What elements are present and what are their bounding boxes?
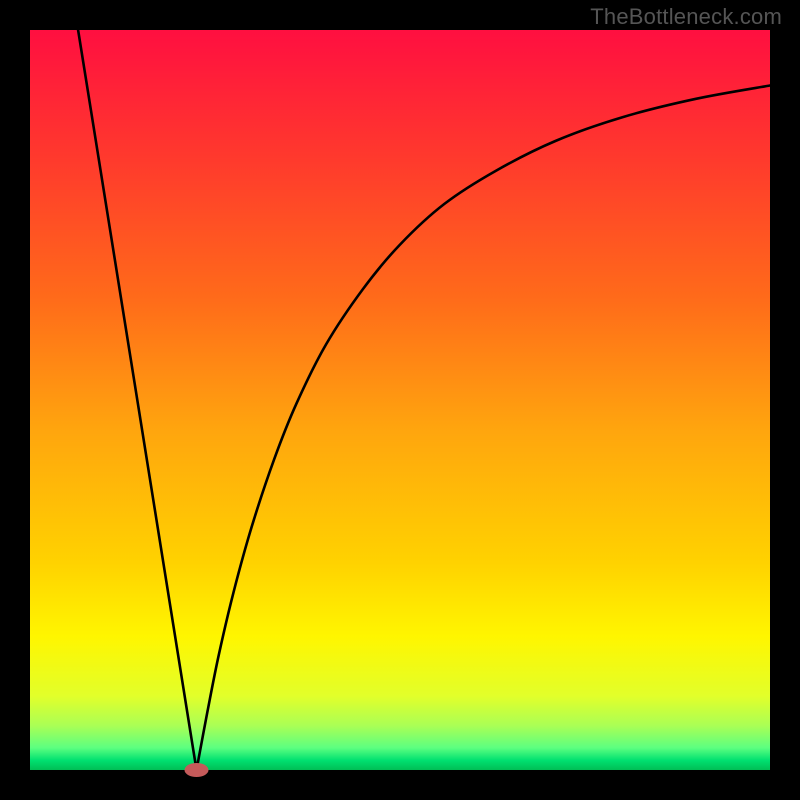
bottleneck-chart bbox=[0, 0, 800, 800]
watermark-text: TheBottleneck.com bbox=[590, 4, 782, 30]
optimum-dot bbox=[185, 763, 209, 777]
chart-plot-area bbox=[30, 30, 770, 770]
